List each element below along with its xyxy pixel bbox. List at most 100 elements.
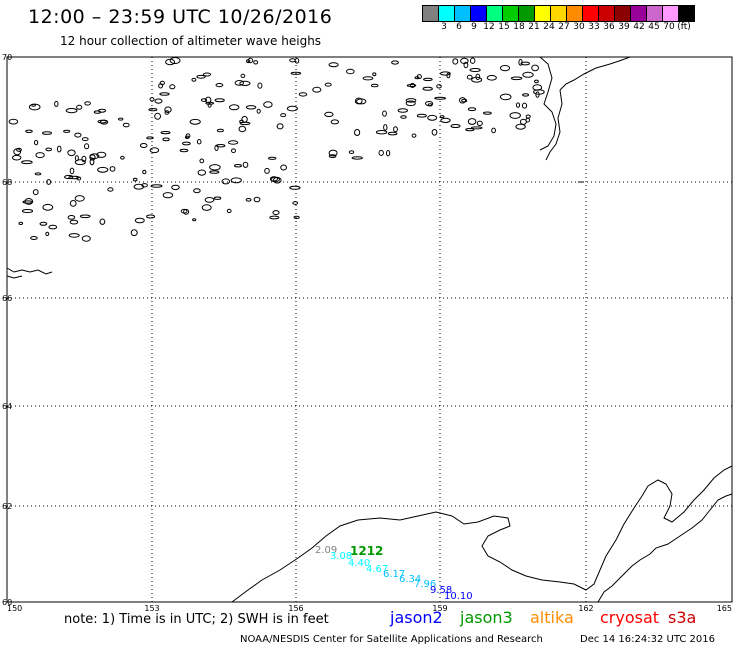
wave-contour: [280, 113, 287, 118]
wave-contour: [68, 175, 80, 180]
wave-contour: [436, 84, 442, 89]
wave-contour: [221, 178, 231, 185]
wave-contour: [466, 74, 473, 80]
wave-contour: [67, 215, 76, 220]
longitude-label: 159: [432, 604, 447, 613]
wave-contour: [253, 60, 259, 65]
wave-contour: [440, 117, 451, 124]
swh-value: 4.67: [366, 564, 388, 575]
legend-label: 33: [588, 22, 600, 32]
wave-contour: [405, 100, 416, 107]
wave-contour: [89, 153, 100, 159]
wave-contour: [461, 98, 468, 103]
wave-contour: [216, 128, 224, 133]
wave-contour: [476, 120, 483, 127]
wave-contour: [234, 80, 245, 86]
wave-contour: [362, 76, 374, 81]
wave-contours: [8, 57, 545, 242]
wave-contour: [351, 156, 363, 160]
wave-contour: [84, 143, 90, 150]
wave-contour: [230, 177, 242, 184]
wave-contour: [393, 126, 398, 133]
wave-contour: [34, 172, 42, 176]
wave-contour: [452, 58, 459, 65]
wave-contour: [81, 137, 89, 142]
wave-contour: [214, 98, 225, 103]
wave-contour: [486, 75, 497, 81]
wave-contour: [521, 102, 528, 109]
legend-swatch: [678, 5, 695, 22]
wave-contour: [440, 71, 451, 76]
wave-contour: [272, 210, 280, 216]
wave-contour: [378, 149, 384, 156]
wave-contour: [74, 195, 85, 202]
wave-contour: [427, 103, 433, 107]
latitude-label: 66: [2, 294, 12, 303]
wave-contour: [199, 158, 205, 164]
wave-contour: [397, 108, 408, 113]
wave-contour: [215, 83, 224, 88]
wave-contour: [184, 135, 190, 140]
swh-value: 6.17: [383, 569, 405, 580]
legend-label: 42: [633, 22, 645, 32]
wave-contour: [470, 126, 483, 130]
wave-contour: [515, 123, 526, 130]
wave-contour: [411, 133, 417, 138]
wave-contour: [196, 74, 206, 79]
wave-contour: [469, 68, 481, 72]
wave-contour: [328, 154, 337, 159]
legend-label: (ft): [677, 22, 691, 32]
latitude-label: 70: [2, 53, 12, 62]
swh-readings: 1212 2.093.084.404.676.176.347.969.5810.1…: [315, 544, 473, 602]
wave-contour: [179, 148, 189, 153]
wave-contour: [122, 122, 130, 128]
wave-contour: [518, 58, 523, 66]
wave-contour: [13, 148, 22, 156]
wave-contour: [48, 224, 58, 230]
wave-contour: [324, 111, 334, 118]
wave-contour: [228, 140, 239, 145]
legend-label: 21: [528, 22, 540, 32]
wave-contour: [192, 218, 197, 222]
wave-contour: [141, 183, 148, 188]
wave-contour: [519, 118, 527, 125]
wave-contour: [245, 198, 252, 202]
wave-contour: [65, 108, 78, 114]
wave-contour: [54, 100, 59, 107]
wave-contour: [522, 71, 534, 78]
wave-contour: [24, 198, 34, 205]
wave-contour: [416, 113, 427, 118]
wave-contour: [139, 143, 148, 148]
wave-contour: [18, 221, 24, 225]
map-frame: [6, 56, 733, 603]
coastline: [6, 56, 733, 603]
wave-contour: [470, 57, 476, 64]
generated-timestamp: Dec 14 16:24:32 UTC 2016: [580, 634, 715, 645]
wave-contour: [191, 77, 197, 82]
longitude-label: 162: [578, 604, 593, 613]
wave-contour: [242, 161, 249, 168]
wave-contour: [45, 231, 50, 237]
wave-contour: [234, 164, 242, 168]
wave-contour: [16, 147, 22, 152]
wave-contour: [22, 200, 34, 204]
wave-contour: [525, 114, 531, 119]
wave-contour: [56, 145, 62, 153]
legend-label: 39: [618, 22, 630, 32]
wave-contour: [241, 115, 248, 123]
wave-contour: [515, 102, 521, 108]
wave-contour: [8, 118, 19, 125]
wave-contour: [69, 167, 75, 175]
wave-contour: [535, 91, 540, 98]
wave-contour: [205, 101, 215, 105]
legend-label: 27: [558, 22, 570, 32]
wave-contour: [423, 77, 433, 82]
wave-contour: [346, 68, 355, 75]
wave-contour: [67, 149, 76, 157]
wave-contour: [146, 136, 154, 140]
wave-contour: [79, 214, 91, 219]
wave-contour: [207, 103, 212, 108]
wave-contour: [510, 76, 523, 81]
legend-label: 15: [498, 22, 510, 32]
wave-contour: [312, 86, 322, 93]
